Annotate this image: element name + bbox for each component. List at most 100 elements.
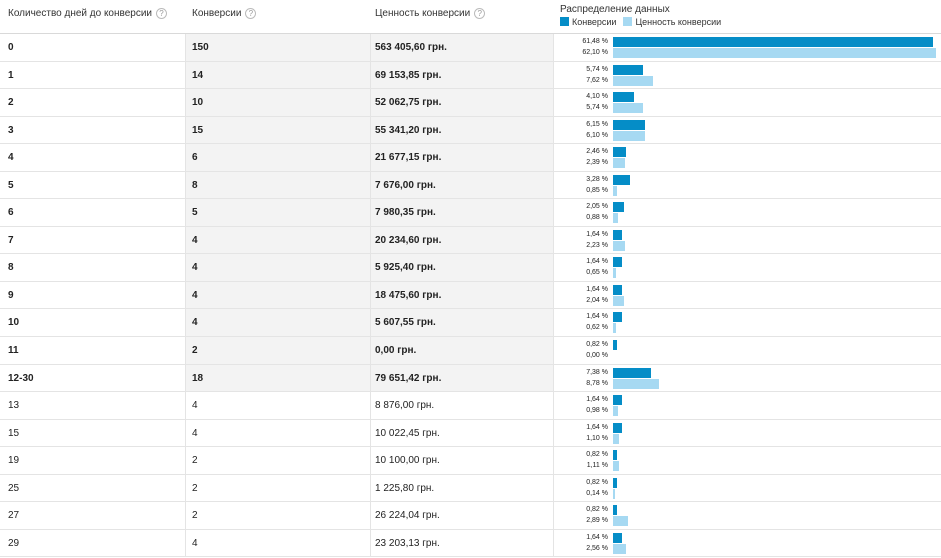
value-bar bbox=[613, 543, 627, 554]
legend-label-value: Ценность конверсии bbox=[635, 17, 722, 27]
cell-days: 15 bbox=[0, 419, 185, 447]
table-row[interactable]: 9 4 18 475,60 грн. 1,64 % 2,04 % bbox=[0, 281, 941, 310]
cell-days: 4 bbox=[0, 144, 185, 171]
cell-conversions: 4 bbox=[185, 309, 370, 337]
column-header-conversions[interactable]: Конверсии? bbox=[192, 0, 257, 34]
table-row[interactable]: 7 4 20 234,60 грн. 1,64 % 2,23 % bbox=[0, 226, 941, 255]
distribution-legend: Конверсии Ценность конверсии bbox=[560, 17, 721, 27]
value-percent: 2,23 % bbox=[586, 241, 608, 249]
cell-value: 21 677,15 грн. bbox=[370, 144, 553, 171]
value-bar bbox=[613, 323, 617, 334]
table-body: 0 150 563 405,60 грн. 61,48 % 62,10 % 1 14 69 1… bbox=[0, 34, 941, 558]
conversions-percent: 1,64 % bbox=[586, 313, 608, 321]
cell-days: 11 bbox=[0, 337, 185, 364]
table-row[interactable]: 12-30 18 79 651,42 грн. 7,38 % 8,78 % bbox=[0, 364, 941, 393]
help-icon[interactable]: ? bbox=[474, 8, 486, 19]
distribution-cell: 1,64 % 2,23 % bbox=[553, 227, 941, 254]
conversions-percent: 0,82 % bbox=[586, 478, 608, 486]
help-icon[interactable]: ? bbox=[245, 8, 257, 19]
value-percent: 2,39 % bbox=[586, 159, 608, 167]
table-row[interactable]: 1 14 69 153,85 грн. 5,74 % 7,62 % bbox=[0, 61, 941, 90]
cell-value: 5 925,40 грн. bbox=[370, 254, 553, 281]
value-percent: 8,78 % bbox=[586, 379, 608, 387]
value-bar bbox=[613, 75, 653, 86]
table-row[interactable]: 25 2 1 225,80 грн. 0,82 % 0,14 % bbox=[0, 474, 941, 503]
cell-days: 5 bbox=[0, 171, 185, 199]
cell-days: 2 bbox=[0, 89, 185, 116]
cell-days: 13 bbox=[0, 392, 185, 419]
table-row[interactable]: 4 6 21 677,15 грн. 2,46 % 2,39 % bbox=[0, 144, 941, 172]
conversions-bar bbox=[613, 257, 622, 268]
value-percent: 0,98 % bbox=[586, 407, 608, 415]
cell-days: 1 bbox=[0, 61, 185, 89]
value-percent: 0,14 % bbox=[586, 489, 608, 497]
table-row[interactable]: 0 150 563 405,60 грн. 61,48 % 62,10 % bbox=[0, 34, 941, 62]
cell-conversions: 4 bbox=[185, 254, 370, 281]
cell-value: 7 980,35 грн. bbox=[370, 199, 553, 226]
cell-days: 6 bbox=[0, 199, 185, 226]
conversions-bar bbox=[613, 147, 626, 158]
distribution-cell: 0,82 % 1,11 % bbox=[553, 447, 941, 474]
table-row[interactable]: 10 4 5 607,55 грн. 1,64 % 0,62 % bbox=[0, 309, 941, 338]
table-row[interactable]: 19 2 10 100,00 грн. 0,82 % 1,11 % bbox=[0, 447, 941, 475]
value-bar bbox=[613, 48, 936, 58]
cell-value: 69 153,85 грн. bbox=[370, 61, 553, 89]
table-row[interactable]: 13 4 8 876,00 грн. 1,64 % 0,98 % bbox=[0, 392, 941, 420]
table-row[interactable]: 15 4 10 022,45 грн. 1,64 % 1,10 % bbox=[0, 419, 941, 448]
cell-conversions: 4 bbox=[185, 226, 370, 254]
conversions-bar bbox=[613, 477, 618, 488]
conversions-percent: 7,38 % bbox=[586, 368, 608, 376]
distribution-cell: 1,64 % 0,65 % bbox=[553, 254, 941, 281]
value-bar bbox=[613, 130, 645, 141]
distribution-cell: 4,10 % 5,74 % bbox=[553, 89, 941, 116]
conversions-percent: 0,82 % bbox=[586, 341, 608, 349]
value-bar bbox=[613, 240, 625, 251]
distribution-cell: 0,82 % 0,14 % bbox=[553, 475, 941, 502]
column-header-conversions-label: Конверсии bbox=[192, 8, 242, 20]
cell-conversions: 2 bbox=[185, 502, 370, 529]
table-row[interactable]: 3 15 55 341,20 грн. 6,15 % 6,10 % bbox=[0, 116, 941, 145]
column-header-value[interactable]: Ценность конверсии? bbox=[375, 0, 486, 34]
value-percent: 0,65 % bbox=[586, 269, 608, 277]
cell-days: 9 bbox=[0, 281, 185, 309]
cell-value: 55 341,20 грн. bbox=[370, 116, 553, 144]
value-bar bbox=[613, 433, 619, 444]
column-header-days[interactable]: Количество дней до конверсии? bbox=[8, 0, 168, 34]
value-percent: 2,56 % bbox=[586, 544, 608, 552]
value-percent: 1,11 % bbox=[586, 462, 608, 470]
legend-swatch-value bbox=[623, 17, 633, 26]
cell-days: 3 bbox=[0, 116, 185, 144]
cell-conversions: 150 bbox=[185, 34, 370, 61]
table-row[interactable]: 11 2 0,00 грн. 0,82 % 0,00 % bbox=[0, 337, 941, 365]
cell-conversions: 18 bbox=[185, 364, 370, 392]
distribution-cell: 0,82 % 2,89 % bbox=[553, 502, 941, 529]
value-percent: 0,88 % bbox=[586, 214, 608, 222]
help-icon[interactable]: ? bbox=[156, 8, 168, 19]
value-bar bbox=[613, 488, 615, 499]
cell-value: 20 234,60 грн. bbox=[370, 226, 553, 254]
conversions-percent: 1,64 % bbox=[586, 396, 608, 404]
distribution-cell: 1,64 % 2,56 % bbox=[553, 530, 941, 557]
table-row[interactable]: 27 2 26 224,04 грн. 0,82 % 2,89 % bbox=[0, 502, 941, 530]
cell-days: 7 bbox=[0, 226, 185, 254]
cell-days: 29 bbox=[0, 529, 185, 557]
conversions-bar bbox=[613, 229, 622, 240]
legend-swatch-conversions bbox=[560, 17, 569, 26]
value-percent: 2,04 % bbox=[586, 296, 608, 304]
distribution-cell: 1,64 % 1,10 % bbox=[553, 420, 941, 447]
cell-value: 18 475,60 грн. bbox=[370, 281, 553, 309]
value-percent: 0,00 % bbox=[586, 352, 608, 360]
value-percent: 1,10 % bbox=[586, 434, 608, 442]
cell-conversions: 10 bbox=[185, 89, 370, 116]
value-bar bbox=[613, 268, 617, 279]
conversions-bar bbox=[613, 202, 624, 213]
table-row[interactable]: 29 4 23 203,13 грн. 1,64 % 2,56 % bbox=[0, 529, 941, 558]
distribution-cell: 7,38 % 8,78 % bbox=[553, 365, 941, 392]
table-row[interactable]: 2 10 52 062,75 грн. 4,10 % 5,74 % bbox=[0, 89, 941, 117]
cell-value: 7 676,00 грн. bbox=[370, 171, 553, 199]
distribution-cell: 2,46 % 2,39 % bbox=[553, 144, 941, 171]
